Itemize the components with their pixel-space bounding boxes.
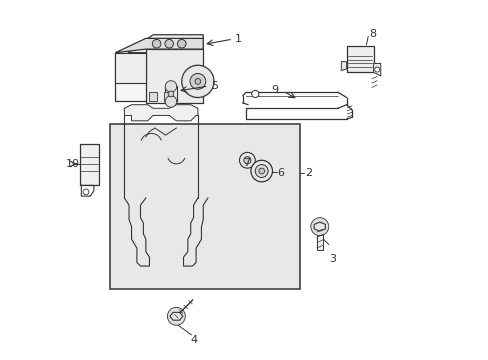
Polygon shape (115, 39, 203, 53)
Text: 5: 5 (211, 81, 218, 91)
Circle shape (165, 81, 176, 92)
Polygon shape (373, 63, 380, 76)
Bar (115, 53, 145, 83)
Circle shape (258, 168, 264, 174)
Bar (165, 86, 176, 102)
Bar (316, 226, 322, 250)
Text: 8: 8 (368, 29, 376, 39)
Bar (346, 45, 373, 72)
Bar (110, 125, 300, 289)
Circle shape (251, 90, 258, 98)
Circle shape (310, 218, 328, 235)
Circle shape (164, 40, 173, 48)
Circle shape (250, 160, 272, 182)
Circle shape (177, 40, 185, 48)
Polygon shape (314, 222, 325, 231)
Circle shape (195, 78, 201, 84)
Bar (80, 144, 99, 185)
Text: 7: 7 (242, 158, 249, 168)
Circle shape (255, 165, 267, 177)
Polygon shape (128, 35, 203, 53)
Text: 6: 6 (277, 168, 284, 178)
Circle shape (152, 40, 161, 48)
Bar (163, 92, 171, 101)
Polygon shape (169, 312, 183, 320)
Circle shape (244, 157, 250, 164)
Polygon shape (124, 105, 198, 121)
Circle shape (374, 67, 379, 72)
Circle shape (190, 73, 205, 89)
Circle shape (182, 65, 214, 98)
Text: 1: 1 (235, 34, 242, 44)
Text: 3: 3 (328, 254, 335, 264)
Circle shape (165, 96, 176, 107)
Bar (115, 53, 147, 101)
Bar (145, 49, 203, 103)
Text: 4: 4 (190, 334, 198, 345)
Text: 10: 10 (66, 159, 80, 169)
Circle shape (239, 152, 255, 168)
Text: 9: 9 (271, 85, 278, 95)
Bar (149, 92, 156, 101)
Circle shape (83, 189, 89, 195)
Circle shape (168, 91, 174, 97)
Circle shape (167, 307, 185, 325)
Polygon shape (341, 62, 346, 71)
Text: 2: 2 (304, 168, 311, 178)
